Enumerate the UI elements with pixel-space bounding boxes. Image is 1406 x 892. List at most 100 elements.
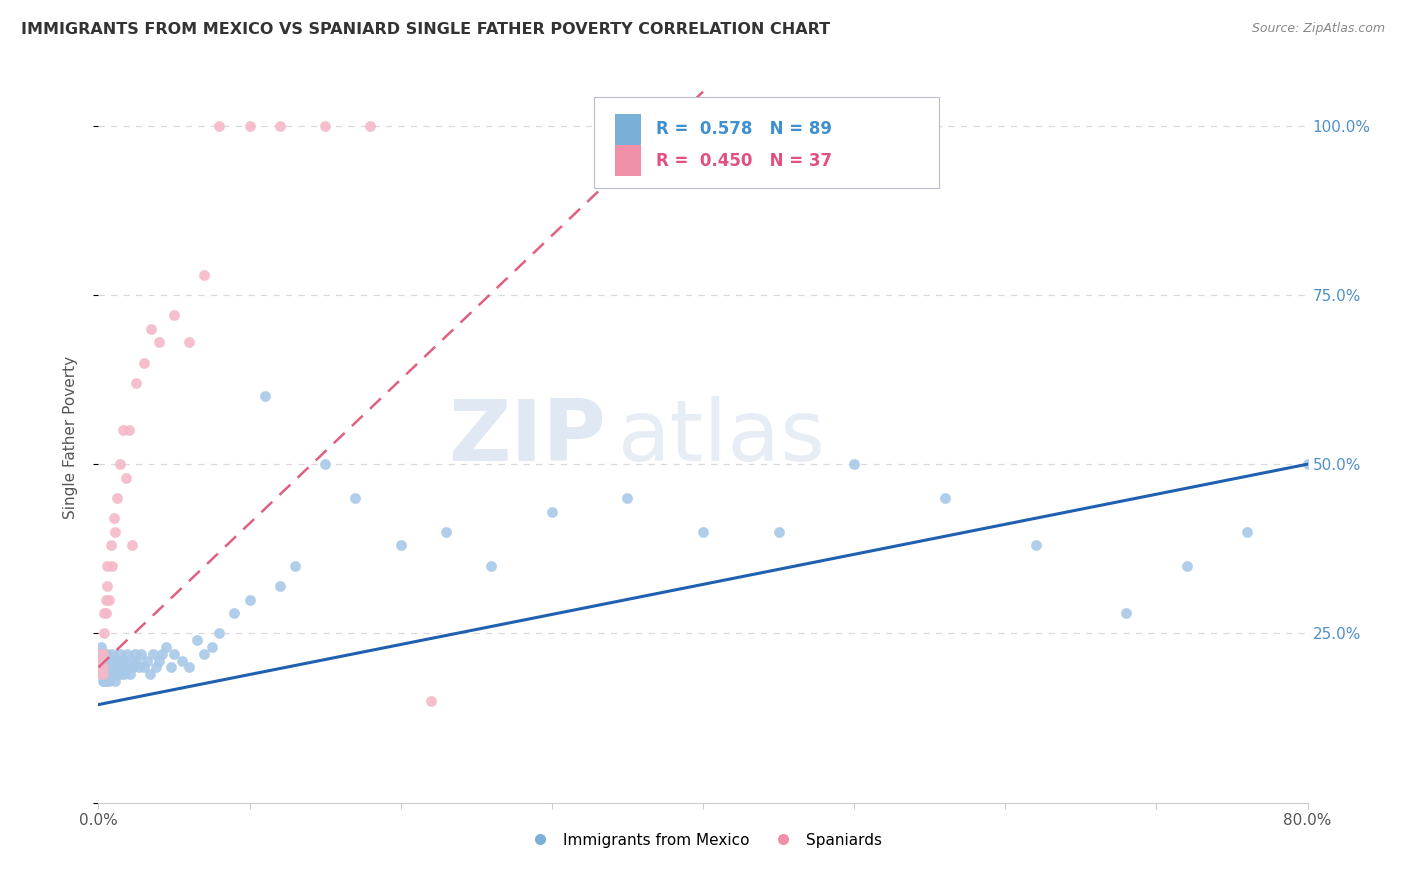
FancyBboxPatch shape — [614, 145, 641, 176]
Point — [121, 538, 143, 552]
Point — [108, 647, 131, 661]
Point — [114, 660, 136, 674]
Point — [111, 660, 134, 674]
Point — [91, 647, 114, 661]
Point — [94, 673, 117, 688]
Point — [104, 524, 127, 539]
FancyBboxPatch shape — [595, 97, 939, 188]
Point — [434, 524, 457, 539]
Point — [96, 579, 118, 593]
Point — [93, 660, 115, 674]
Point — [112, 667, 135, 681]
Point — [201, 640, 224, 654]
Point — [179, 335, 201, 350]
Point — [98, 592, 121, 607]
Point — [692, 524, 714, 539]
Point — [96, 667, 118, 681]
Point — [314, 119, 336, 133]
Point — [132, 660, 155, 674]
Point — [360, 119, 382, 133]
Point — [1175, 558, 1198, 573]
Text: Source: ZipAtlas.com: Source: ZipAtlas.com — [1251, 22, 1385, 36]
Point — [91, 647, 114, 661]
Point — [90, 654, 112, 668]
Point — [844, 457, 866, 471]
Point — [89, 647, 111, 661]
FancyBboxPatch shape — [614, 114, 641, 145]
Point — [94, 667, 117, 681]
Point — [121, 654, 143, 668]
Point — [93, 654, 115, 668]
Point — [141, 322, 163, 336]
Text: R =  0.450   N = 37: R = 0.450 N = 37 — [655, 152, 832, 169]
Point — [118, 423, 141, 437]
Point — [163, 308, 186, 322]
Point — [90, 667, 112, 681]
Point — [104, 660, 127, 674]
Point — [91, 667, 114, 681]
Point — [163, 647, 186, 661]
Point — [120, 667, 142, 681]
Point — [101, 558, 124, 573]
Y-axis label: Single Father Poverty: Single Father Poverty — [63, 356, 77, 518]
Point — [934, 491, 956, 505]
Point — [124, 647, 146, 661]
Point — [100, 538, 122, 552]
Point — [193, 647, 215, 661]
Point — [94, 654, 117, 668]
Text: ZIP: ZIP — [449, 395, 606, 479]
Point — [155, 640, 177, 654]
Point — [135, 654, 157, 668]
Point — [150, 647, 173, 661]
Point — [108, 660, 131, 674]
Point — [94, 606, 117, 620]
Point — [344, 491, 367, 505]
Point — [125, 654, 148, 668]
Point — [128, 660, 150, 674]
Point — [111, 423, 134, 437]
Point — [105, 654, 128, 668]
Point — [1115, 606, 1137, 620]
Point — [253, 389, 276, 403]
Point — [104, 673, 127, 688]
Point — [142, 647, 165, 661]
Point — [112, 654, 135, 668]
Legend: Immigrants from Mexico, Spaniards: Immigrants from Mexico, Spaniards — [519, 827, 887, 854]
Point — [1296, 457, 1319, 471]
Point — [103, 511, 125, 525]
Point — [98, 654, 121, 668]
Point — [105, 491, 128, 505]
Text: atlas: atlas — [619, 395, 827, 479]
Point — [98, 660, 121, 674]
Point — [96, 647, 118, 661]
Point — [224, 606, 246, 620]
Point — [118, 660, 141, 674]
Point — [94, 592, 117, 607]
Point — [1024, 538, 1046, 552]
Point — [148, 335, 170, 350]
Point — [100, 660, 122, 674]
Point — [91, 660, 114, 674]
Point — [115, 647, 138, 661]
Point — [389, 538, 412, 552]
Point — [93, 606, 115, 620]
Point — [481, 558, 503, 573]
Point — [89, 660, 111, 674]
Point — [145, 660, 167, 674]
Point — [91, 660, 114, 674]
Point — [98, 673, 121, 688]
Point — [269, 579, 291, 593]
Point — [114, 471, 136, 485]
Point — [96, 660, 118, 674]
Point — [100, 667, 122, 681]
Point — [110, 654, 132, 668]
Point — [101, 647, 124, 661]
Point — [100, 654, 122, 668]
Point — [89, 647, 111, 661]
Point — [91, 667, 114, 681]
Point — [90, 654, 112, 668]
Point — [93, 673, 115, 688]
Point — [132, 355, 155, 369]
Point — [96, 558, 118, 573]
Point — [170, 654, 193, 668]
